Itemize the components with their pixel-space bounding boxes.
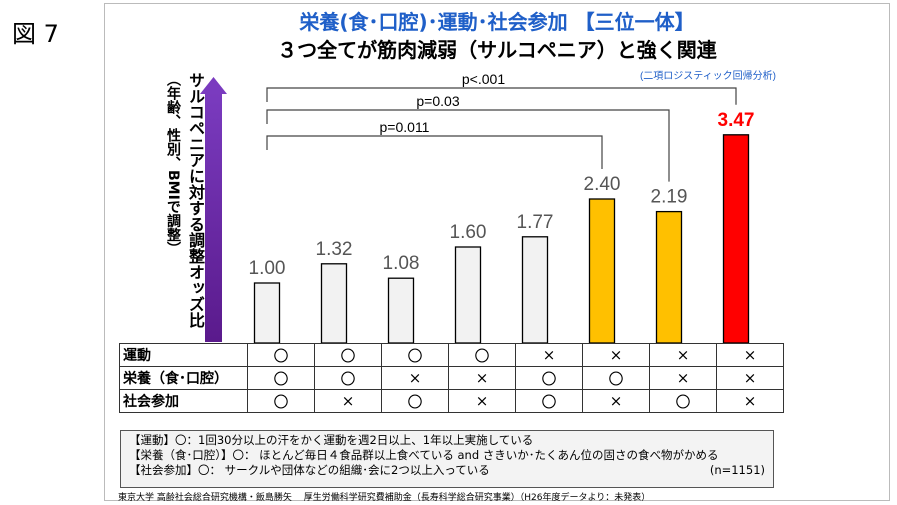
p-value-label-0: p<.001 (462, 71, 505, 87)
value-label-7: 3.47 (718, 110, 755, 131)
table-cell: 〇 (381, 343, 449, 367)
row-header: 栄養（食･口腔） (119, 366, 248, 390)
table-cell: × (716, 389, 784, 413)
footer-credit: 東京大学 高齢社会総合研究機構・飯島勝矢 厚生労働科学研究費補助金（長寿科学総合… (118, 493, 651, 503)
y-axis-label-main: サルコペニアに対する調整オッズ比 (186, 72, 205, 328)
value-label-6: 2.19 (651, 187, 688, 208)
table-cell: × (716, 366, 784, 390)
bar-1 (320, 263, 348, 344)
table-cell: × (582, 343, 650, 367)
table-cell: × (314, 389, 382, 413)
table-cell: × (448, 389, 516, 413)
bar-4 (521, 236, 549, 344)
legend-line-social: 【社会参加】〇： サークルや団体などの組織･会に2つ以上入っている (n=115… (129, 463, 765, 478)
y-axis-label-sub: （年齢、性別、BMIで調整） (165, 72, 181, 256)
row-header: 運動 (119, 343, 248, 367)
legend-line-exercise: 【運動】〇：1回30分以上の汗をかく運動を週2日以上、1年以上実施している (129, 433, 534, 447)
table-cell: × (582, 389, 650, 413)
method-note: (二項ロジスティック回帰分析) (640, 69, 776, 82)
figure-label: 図 7 (12, 20, 59, 48)
table-cell: × (716, 343, 784, 367)
table-cell: 〇 (247, 389, 315, 413)
y-axis-arrow (200, 77, 227, 342)
value-label-1: 1.32 (316, 239, 353, 260)
table-cell: × (649, 343, 717, 367)
table-cell: 〇 (381, 389, 449, 413)
table-cell: 〇 (247, 366, 315, 390)
row-header: 社会参加 (119, 389, 248, 413)
chart-subtitle: ３つ全てが筋肉減弱（サルコペニア）と強く関連 (277, 38, 717, 62)
value-label-2: 1.08 (383, 253, 420, 274)
legend-line-nutrition: 【栄養（食･口腔）】〇： ほとんど毎日４食品群以上食べている and さきいか･… (129, 448, 719, 462)
table-cell: × (649, 366, 717, 390)
significance-bracket-0 (266, 87, 737, 105)
p-value-label-2: p=0.011 (380, 119, 430, 135)
table-cell: 〇 (314, 366, 382, 390)
table-cell: 〇 (649, 389, 717, 413)
value-label-0: 1.00 (249, 258, 286, 279)
table-cell: 〇 (314, 343, 382, 367)
slide-frame (104, 3, 890, 501)
bar-7 (722, 134, 750, 344)
bar-0 (253, 282, 281, 344)
bar-5 (588, 198, 616, 344)
legend-line-social-text: 【社会参加】〇： サークルや団体などの組織･会に2つ以上入っている (129, 463, 490, 477)
value-label-5: 2.40 (584, 174, 621, 195)
legend-box: 【運動】〇：1回30分以上の汗をかく運動を週2日以上、1年以上実施している 【栄… (120, 430, 774, 488)
bar-2 (387, 277, 415, 344)
table-cell: 〇 (582, 366, 650, 390)
table-row: 栄養（食･口腔）〇〇 × × 〇〇 × × (119, 366, 784, 390)
table-row: 社会参加〇 × 〇 × 〇 × 〇 × (119, 389, 784, 413)
table-cell: × (381, 366, 449, 390)
table-cell: 〇 (448, 343, 516, 367)
table-cell: 〇 (247, 343, 315, 367)
sample-size: (n=1151) (709, 463, 765, 477)
table-cell: 〇 (515, 366, 583, 390)
table-cell: × (515, 343, 583, 367)
table-row: 運動〇〇〇〇 × × × × (119, 343, 784, 367)
significance-bracket-1 (266, 109, 670, 182)
bar-3 (454, 246, 482, 344)
chart-title: 栄養(食･口腔)･運動･社会参加 【三位一体】 (299, 10, 695, 34)
table-cell: × (448, 366, 516, 390)
y-axis-label: サルコペニアに対する調整オッズ比 （年齢、性別、BMIで調整） (137, 72, 207, 334)
table-cell: 〇 (515, 389, 583, 413)
value-label-4: 1.77 (517, 212, 554, 233)
value-label-3: 1.60 (450, 222, 487, 243)
condition-table: 運動〇〇〇〇 × × × × 栄養（食･口腔）〇〇 × × 〇〇 × × 社会参加〇 × 〇 × 〇 × 〇 × (119, 343, 784, 413)
significance-bracket-2 (266, 135, 603, 169)
p-value-label-1: p=0.03 (416, 93, 459, 109)
bar-6 (655, 210, 683, 344)
